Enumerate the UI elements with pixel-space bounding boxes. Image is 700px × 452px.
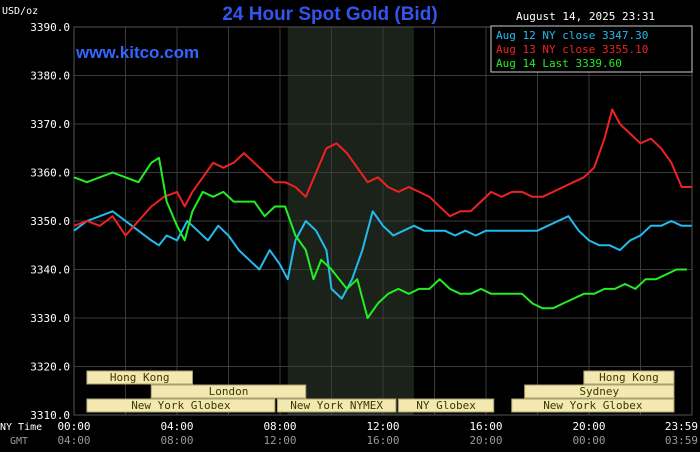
y-tick-label: 3340.0 (30, 264, 70, 277)
chart-title: 24 Hour Spot Gold (Bid) (222, 4, 437, 25)
x-tick-label-gmt: 20:00 (469, 434, 502, 447)
session-bar (524, 384, 675, 399)
session-bar (86, 398, 276, 413)
y-tick-label: 3330.0 (30, 312, 70, 325)
gmt-row-label: GMT (10, 436, 28, 447)
grid-layer (73, 26, 693, 416)
x-tick-label-ny: 16:00 (469, 420, 502, 433)
session-bar (511, 398, 675, 413)
ny-time-row-label: NY Time (0, 422, 42, 433)
series-line-0 (73, 210, 692, 300)
x-tick-label-ny: 08:00 (263, 420, 296, 433)
legend-entry-aug12: Aug 12 NY close 3347.30 (496, 29, 648, 42)
x-tick-label-gmt: 04:00 (57, 434, 90, 447)
x-tick-label-ny: 00:00 (57, 420, 90, 433)
session-bar (583, 370, 675, 385)
axis-labels-layer: 3310.0 3320.0 3330.0 3340.0 3350.0 3360.0 3370… (30, 21, 698, 447)
y-tick-label: 3350.0 (30, 215, 70, 228)
series-layer (73, 108, 692, 319)
session-label: New York Globex (131, 399, 231, 412)
plot-frame (73, 26, 693, 416)
session-label: Sydney (579, 385, 619, 398)
legend-entry-aug14: Aug 14 Last 3339.60 (496, 57, 622, 70)
x-tick-label-gmt: 08:00 (160, 434, 193, 447)
y-tick-label: 3390.0 (30, 21, 70, 34)
timestamp-label: August 14, 2025 23:31 (516, 10, 655, 23)
y-tick-label: 3320.0 (30, 361, 70, 374)
session-label: Hong Kong (599, 371, 659, 384)
session-label: London (209, 385, 249, 398)
x-tick-label-gmt: 12:00 (263, 434, 296, 447)
y-tick-label: 3310.0 (30, 409, 70, 422)
session-label: New York NYMEX (290, 399, 383, 412)
session-bar (397, 398, 495, 413)
legend-box (490, 25, 693, 73)
session-bar (276, 398, 397, 413)
y-tick-label: 3360.0 (30, 167, 70, 180)
kitco-watermark: www.kitco.com (75, 43, 199, 62)
y-tick-label: 3380.0 (30, 70, 70, 83)
session-bar (150, 384, 307, 399)
x-tick-label-ny: 04:00 (160, 420, 193, 433)
x-tick-label-ny: 12:00 (366, 420, 399, 433)
legend-entry-aug13: Aug 13 NY close 3355.10 (496, 43, 648, 56)
session-label: Hong Kong (110, 371, 170, 384)
x-tick-label-ny: 20:00 (572, 420, 605, 433)
y-tick-label: 3370.0 (30, 118, 70, 131)
legend: Aug 12 NY close 3347.30 Aug 13 NY close … (490, 25, 693, 73)
session-label: NY Globex (416, 399, 476, 412)
session-label: New York Globex (543, 399, 643, 412)
x-tick-label-gmt: 03:59 (665, 434, 698, 447)
session-bar (86, 370, 193, 385)
y-axis-unit-label: USD/oz (2, 6, 38, 17)
x-tick-label-ny: 23:59 (665, 420, 698, 433)
series-line-2 (73, 156, 687, 319)
x-tick-label-gmt: 16:00 (366, 434, 399, 447)
x-tick-label-gmt: 00:00 (572, 434, 605, 447)
series-line-1 (73, 108, 692, 237)
